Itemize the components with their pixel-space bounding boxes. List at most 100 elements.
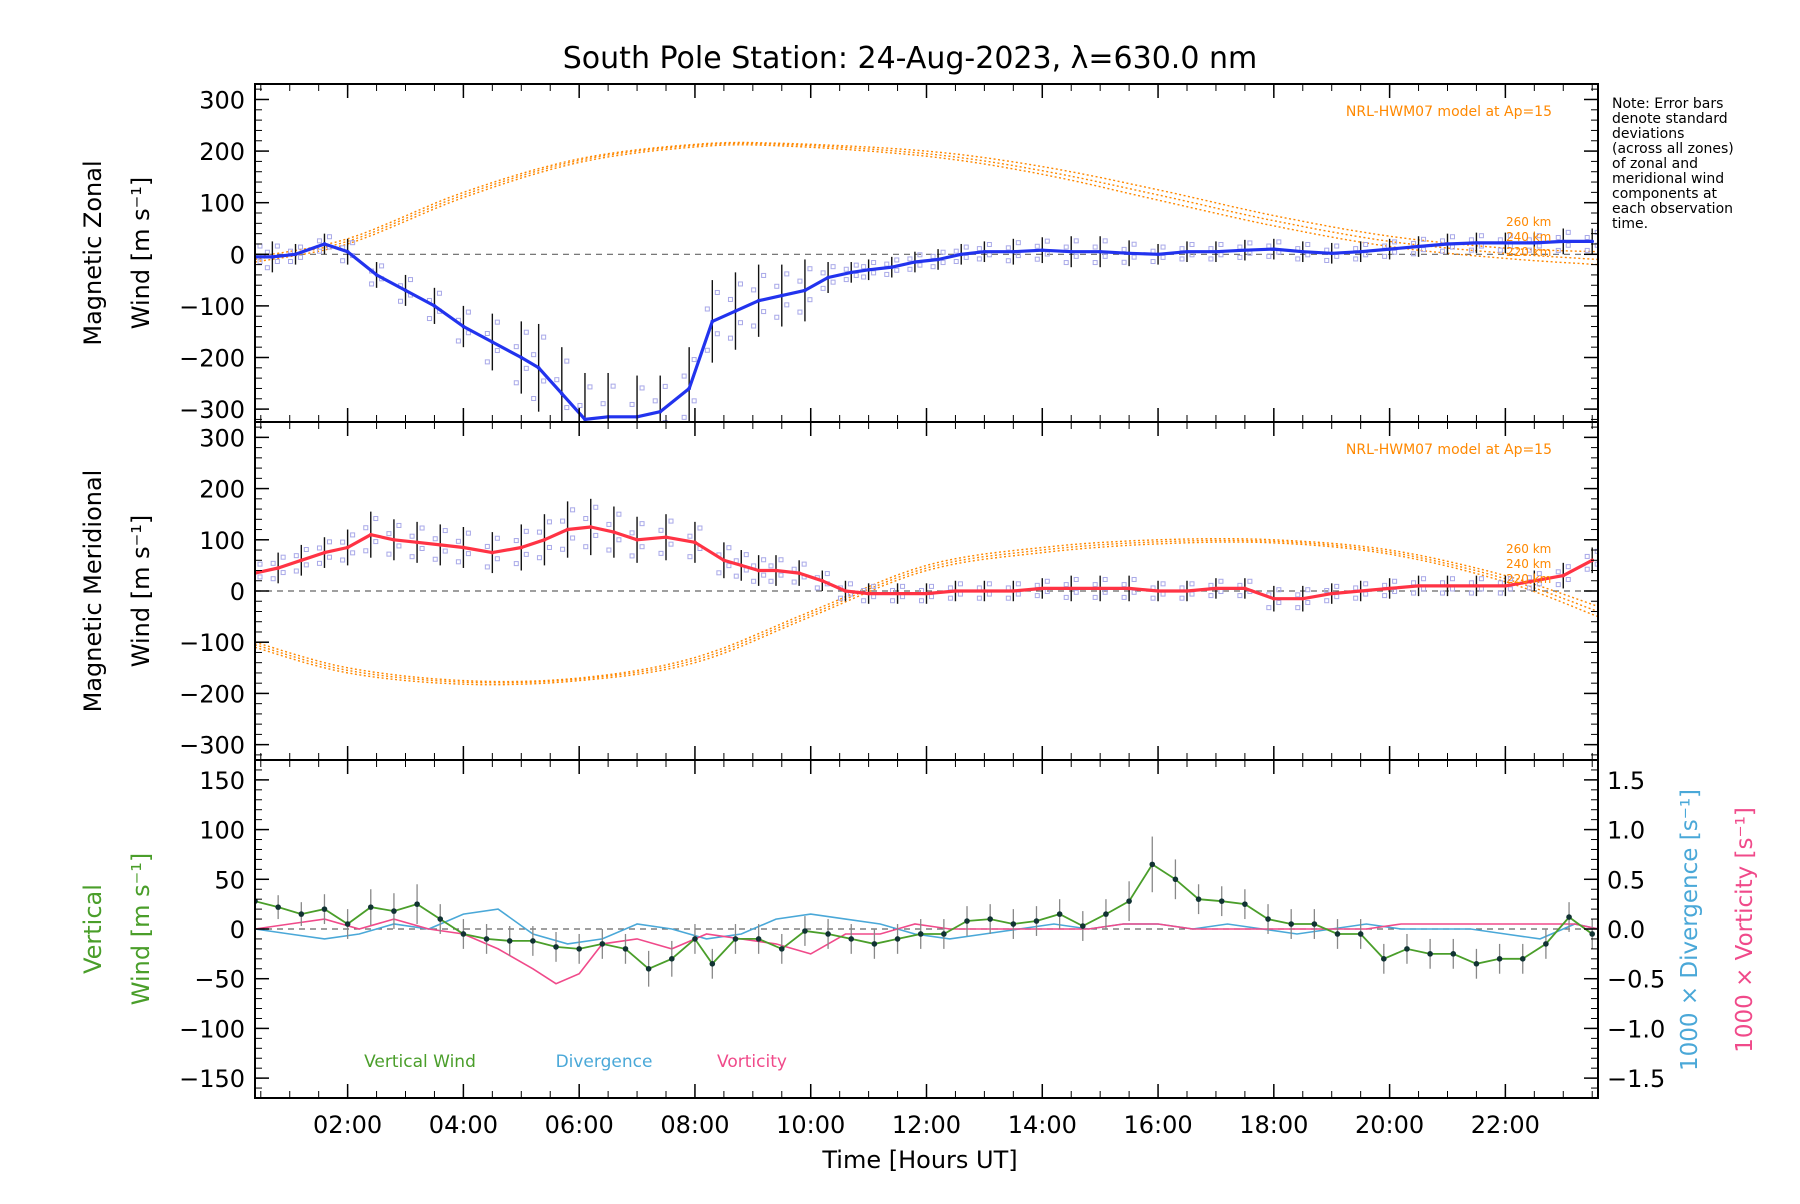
zonal-data-point xyxy=(490,340,495,344)
meridional-zone-marker xyxy=(1208,582,1214,588)
meridional-zone-marker xyxy=(1266,605,1272,611)
zonal-zone-marker xyxy=(1565,229,1571,235)
vertical-wind-point xyxy=(1079,923,1086,929)
zonal-zone-marker xyxy=(963,244,969,250)
meridional-zone-marker xyxy=(248,567,252,571)
meridional-zone-marker xyxy=(871,583,877,589)
meridional-zone-marker xyxy=(1382,593,1388,599)
zonal-zone-marker xyxy=(531,396,537,402)
zonal-zone-marker xyxy=(907,256,913,262)
meridional-zone-marker xyxy=(1536,581,1542,587)
zonal-y-tick-label: −300 xyxy=(179,396,245,424)
vertical-wind-point xyxy=(1496,956,1503,962)
zonal-zone-marker xyxy=(976,256,982,262)
zonal-zone-marker xyxy=(1063,244,1069,250)
zonal-zone-marker xyxy=(861,274,867,280)
vertical-wind-point xyxy=(1589,931,1596,937)
zonal-zone-marker xyxy=(1073,238,1079,244)
meridional-zone-marker xyxy=(546,544,552,550)
divergence-axis-label: 1000 × Divergence [s⁻¹] xyxy=(1677,789,1703,1071)
zonal-zone-marker xyxy=(288,259,294,265)
zonal-zone-marker xyxy=(369,281,375,287)
meridional-data-point xyxy=(415,540,419,545)
meridional-zone-marker xyxy=(248,580,252,584)
meridional-zone-marker xyxy=(768,563,774,569)
meridional-zone-marker xyxy=(386,551,392,557)
vertical-wind-point xyxy=(871,941,878,947)
x-tick-label: 14:00 xyxy=(1008,1111,1077,1139)
vertical-y-tick-label: 100 xyxy=(199,817,245,845)
vertical-wind-point xyxy=(1288,921,1294,927)
meridional-zone-marker xyxy=(1005,595,1011,601)
vertical-y-tick-label: −50 xyxy=(194,966,245,994)
zonal-zone-marker xyxy=(704,306,710,312)
meridional-zone-marker xyxy=(593,532,599,538)
right-y-tick-label: −1.5 xyxy=(1607,1065,1665,1093)
zonal-zone-marker xyxy=(1497,237,1503,243)
meridional-data-point xyxy=(1156,589,1160,593)
note-line: components at xyxy=(1612,186,1718,202)
meridional-data-point xyxy=(1098,586,1102,591)
x-tick-label: 20:00 xyxy=(1355,1111,1424,1139)
meridional-zone-marker xyxy=(432,556,438,562)
zonal-zone-marker xyxy=(1208,256,1214,262)
zonal-zone-marker xyxy=(340,258,346,264)
meridional-zone-marker xyxy=(303,547,309,553)
meridional-data-point xyxy=(843,589,848,593)
zonal-zone-marker xyxy=(554,377,560,383)
meridional-zone-marker xyxy=(761,572,767,578)
zonal-zone-marker xyxy=(1044,238,1050,244)
zonal-zone-marker xyxy=(1334,243,1340,249)
meridional-y-tick-label: 100 xyxy=(199,527,245,555)
zonal-data-point xyxy=(536,366,541,370)
right-y-tick-label: 0.0 xyxy=(1607,916,1645,944)
zonal-zone-marker xyxy=(601,446,605,450)
zonal-y-tick-label: 200 xyxy=(199,138,245,166)
zonal-zone-marker xyxy=(662,420,668,422)
zonal-zone-marker xyxy=(737,281,743,287)
meridional-zone-marker xyxy=(293,568,299,574)
meridional-zone-marker xyxy=(1468,580,1474,586)
vertical-y-tick-label: −100 xyxy=(179,1015,245,1043)
vertical-wind-point xyxy=(483,936,490,942)
zonal-zone-marker xyxy=(1237,244,1243,250)
meridional-y-tick-label: 300 xyxy=(199,424,245,452)
zonal-zone-marker xyxy=(248,266,252,270)
zonal-y-tick-label: −100 xyxy=(179,293,245,321)
meridional-zone-marker xyxy=(1421,586,1427,592)
meridional-data-point xyxy=(1040,586,1045,591)
meridional-data-point xyxy=(756,568,761,573)
meridional-zone-marker xyxy=(1063,582,1069,588)
zonal-zone-marker xyxy=(691,398,697,404)
meridional-zone-marker xyxy=(1439,580,1445,586)
meridional-zone-marker xyxy=(824,571,830,577)
meridional-zone-marker xyxy=(280,570,286,576)
vorticity-axis-label: 1000 × Vorticity [s⁻¹] xyxy=(1732,807,1758,1053)
meridional-data-point xyxy=(866,591,871,596)
meridional-zone-marker xyxy=(257,574,263,580)
vertical-wind-point xyxy=(1056,911,1063,917)
vertical-wind-point xyxy=(1103,911,1109,917)
meridional-zone-marker xyxy=(409,554,415,560)
meridional-zone-marker xyxy=(280,554,286,560)
zonal-data-point xyxy=(293,252,298,257)
vertical-wind-point xyxy=(1311,921,1318,927)
zonal-data-point xyxy=(982,249,987,254)
zonal-data-point xyxy=(779,293,784,298)
meridional-y-tick-label: −100 xyxy=(179,629,245,657)
vertical-wind-point xyxy=(645,965,652,972)
meridional-zone-marker xyxy=(373,516,379,522)
zonal-y-tick-label: 0 xyxy=(230,241,245,269)
zonal-zone-marker xyxy=(761,272,767,278)
meridional-data-point xyxy=(299,558,304,563)
meridional-data-point xyxy=(1503,584,1508,588)
zonal-data-point xyxy=(1069,249,1074,254)
meridional-zone-marker xyxy=(1015,591,1021,597)
zonal-zone-marker xyxy=(630,444,634,448)
meridional-data-point xyxy=(1358,589,1363,593)
zonal-zone-marker xyxy=(1468,237,1474,243)
meridional-zone-marker xyxy=(1449,576,1455,582)
zonal-data-point xyxy=(959,252,964,257)
zonal-zone-marker xyxy=(1565,242,1571,248)
